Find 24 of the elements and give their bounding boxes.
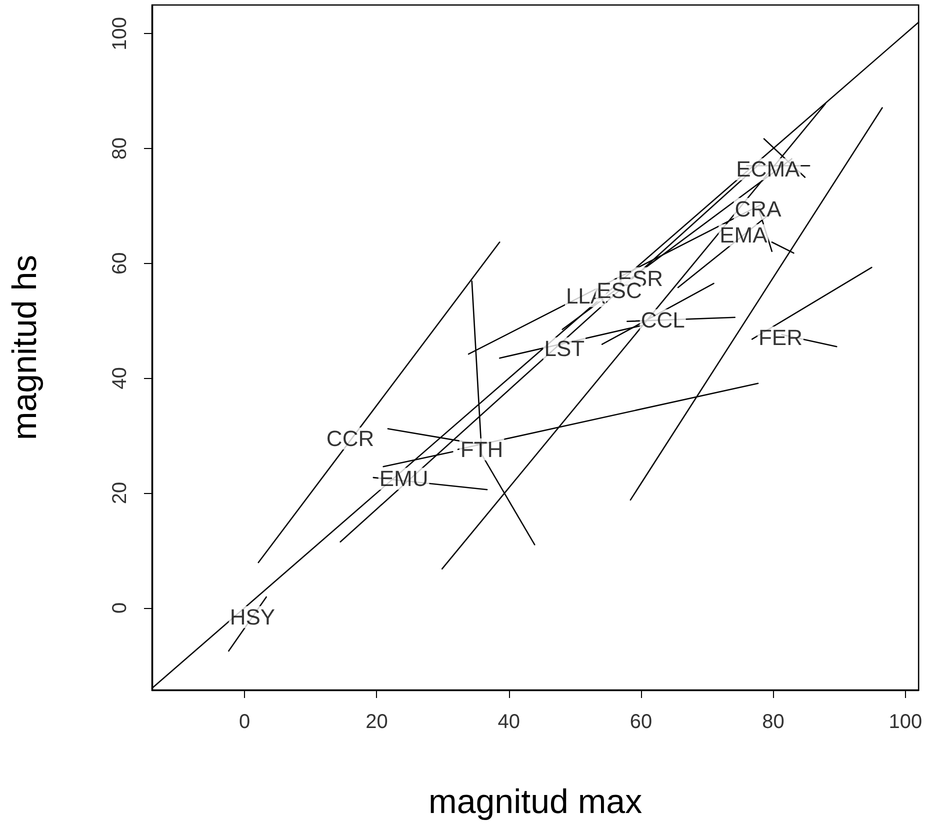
y-tick-label: 80 <box>109 137 131 160</box>
x-tick-label: 80 <box>762 711 784 733</box>
annotation: EMU <box>379 466 428 492</box>
x-axis-title: magnitud max <box>428 783 642 821</box>
annotation: EMA <box>720 222 768 248</box>
x-tick-label: 0 <box>238 711 250 733</box>
annotation: ECMA <box>736 156 800 182</box>
x-tick-label: 20 <box>366 711 388 733</box>
annotation: CCL <box>640 308 685 333</box>
annotation: FTH <box>460 436 504 462</box>
annotation: FER <box>758 324 802 350</box>
annotation: LST <box>544 336 585 361</box>
annotation: HSY <box>230 604 276 630</box>
x-tick-label: 40 <box>498 711 520 733</box>
x-tick-label: 100 <box>888 711 922 733</box>
y-axis-title: magnitud hs <box>6 254 44 440</box>
x-tick-label: 60 <box>630 711 652 733</box>
y-tick-label: 40 <box>109 367 131 390</box>
y-tick-label: 0 <box>109 602 131 614</box>
y-tick-label: 60 <box>109 252 131 275</box>
y-tick-label: 100 <box>109 17 131 50</box>
annotation: CRA <box>734 196 782 222</box>
y-tick-label: 20 <box>109 482 131 504</box>
annotation: CCR <box>326 426 374 452</box>
